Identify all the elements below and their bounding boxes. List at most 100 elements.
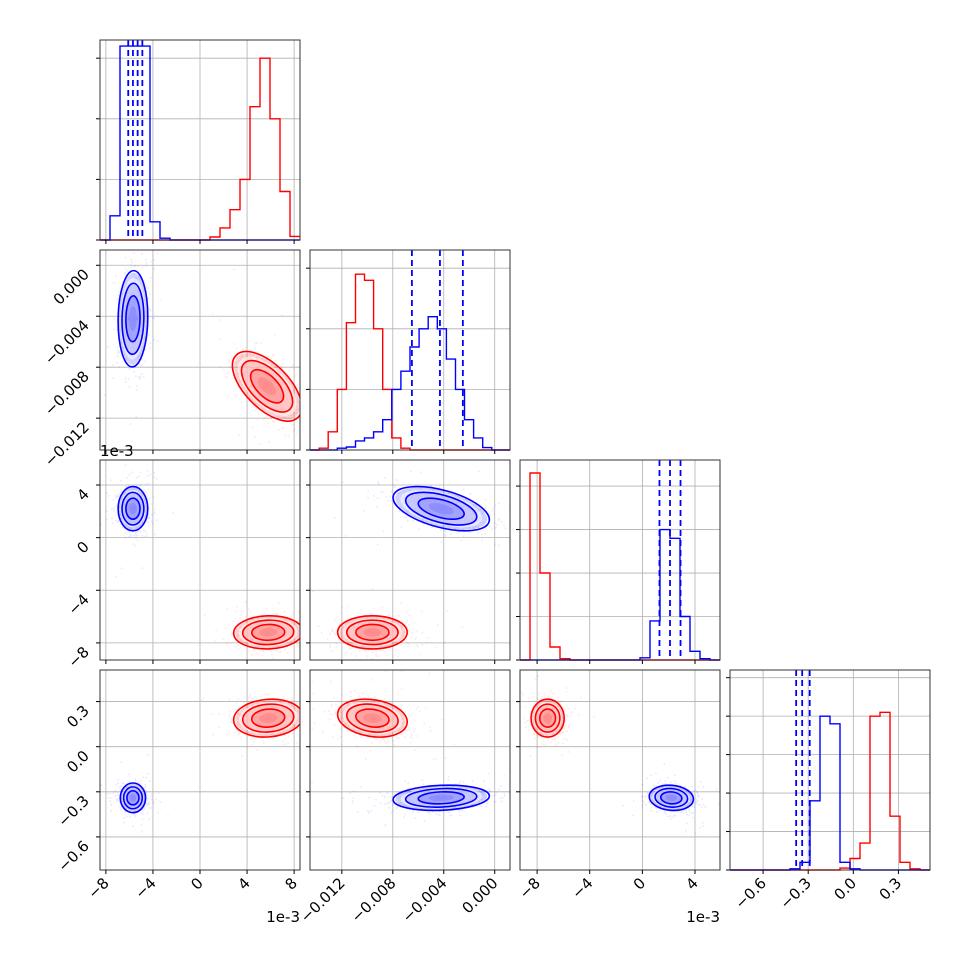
x-offset-label: 1e-3: [266, 908, 300, 926]
x-tick-label: −8: [516, 874, 544, 902]
x-tick-label: 0.3: [876, 874, 906, 904]
contour-line-red: [530, 698, 566, 738]
contour-line-red: [250, 623, 286, 642]
y-tick-label: −8: [64, 643, 92, 671]
y-tick-label: −0.012: [41, 418, 93, 470]
histogram-layer: [100, 40, 930, 871]
density-white-band-blue: [400, 787, 483, 809]
contour-line-blue: [117, 269, 149, 368]
x-tick-label: 0: [630, 874, 649, 893]
contour-line-red: [241, 703, 295, 733]
contour-line-red: [232, 698, 300, 738]
contour-line-red: [538, 708, 557, 728]
density-white-band-red: [238, 702, 298, 735]
y-tick-label: −0.004: [41, 316, 93, 368]
contour-panel: [336, 698, 491, 812]
y-tick-label: −0.008: [41, 367, 93, 419]
contour-panel: [336, 485, 491, 650]
x-tick-label: −0.6: [731, 874, 769, 912]
contour-line-blue: [122, 786, 144, 810]
density-contours-layer: [117, 269, 695, 814]
histogram-step-blue: [310, 316, 510, 451]
density-white-band-red: [533, 702, 562, 735]
contour-line-red: [250, 708, 286, 728]
contour-line-red: [345, 619, 399, 646]
scatter-points-red: [312, 588, 464, 660]
panel-frame-2d: [519, 669, 721, 871]
contour-line-blue: [392, 784, 491, 812]
contour-line-blue: [404, 491, 478, 526]
x-tick-label: −4: [131, 874, 159, 902]
contour-line-blue: [121, 491, 145, 526]
x-offset-label: 1e-3: [686, 908, 720, 926]
x-tick-label: 0.0: [831, 874, 861, 904]
panel-frames-layer: [96, 39, 931, 874]
contour-line-blue: [392, 485, 491, 532]
grid-layer: [100, 40, 930, 870]
x-tick-label: 0: [187, 874, 206, 893]
contour-line-red: [232, 614, 300, 650]
panel-frame-2d: [309, 459, 511, 661]
density-white-band-blue: [652, 787, 691, 809]
contour-line-blue: [117, 485, 149, 532]
scatter-points-red: [159, 268, 300, 450]
panel-frame-1d: [519, 459, 721, 661]
density-white-band-red: [342, 702, 402, 735]
scatter-points-layer: [100, 252, 720, 835]
y-tick-label: 4: [73, 485, 92, 504]
contour-panel: [119, 698, 300, 814]
y-tick-label: −0.6: [54, 837, 92, 875]
x-tick-label: −0.3: [777, 874, 815, 912]
tick-labels-layer: −8 −4 0 4 81e-3−0.012−0.008−0.004 0.000 −8 −4 0 4…: [41, 265, 905, 926]
x-tick-label: 4: [682, 874, 701, 893]
contour-line-blue: [417, 791, 465, 805]
y-tick-label: −0.3: [54, 792, 92, 830]
x-tick-label: −0.008: [348, 874, 400, 926]
x-tick-label: −0.004: [399, 874, 451, 926]
x-tick-label: 0.000: [458, 874, 501, 917]
contour-line-blue: [404, 787, 478, 808]
panel-frame-1d: [729, 669, 931, 871]
y-tick-label: 0.0: [63, 747, 93, 777]
density-white-band-blue: [122, 785, 144, 811]
contour-line-red: [534, 703, 561, 733]
contour-panel: [117, 485, 300, 650]
x-tick-label: −8: [84, 874, 112, 902]
density-white-band-blue: [120, 489, 146, 528]
contour-line-red: [240, 359, 294, 413]
y-tick-label: 0.3: [63, 702, 93, 732]
x-tick-label: 4: [234, 874, 253, 893]
contour-line-blue: [659, 791, 683, 805]
contour-line-blue: [126, 789, 140, 806]
contour-panel: [530, 698, 695, 812]
x-tick-label: −0.012: [297, 874, 349, 926]
density-white-band-red: [238, 618, 298, 647]
contour-line-red: [241, 619, 295, 646]
contour-line-blue: [648, 784, 695, 812]
contour-line-red: [249, 368, 285, 404]
density-white-band-red: [342, 618, 402, 647]
histogram-step-red: [730, 711, 930, 871]
contour-line-blue: [417, 497, 465, 521]
y-tick-label: 0: [73, 538, 92, 557]
y-tick-label: −4: [64, 590, 92, 618]
contour-line-red: [336, 698, 408, 738]
contour-line-blue: [119, 782, 147, 814]
scatter-panel-points: [312, 470, 510, 660]
contour-line-blue: [125, 295, 141, 343]
contour-line-red: [336, 614, 408, 650]
contour-line-red: [231, 350, 300, 422]
contour-line-red: [355, 708, 390, 728]
x-tick-label: −4: [568, 874, 596, 902]
contour-line-blue: [654, 787, 689, 808]
x-tick-label: 8: [281, 874, 300, 893]
contour-line-blue: [125, 497, 141, 521]
panel-frame-1d: [309, 249, 511, 451]
contour-line-red: [345, 703, 399, 733]
contour-line-blue: [121, 282, 145, 356]
y-tick-label: 0.000: [50, 265, 93, 308]
density-white-band-blue: [120, 277, 146, 360]
contour-line-red: [355, 623, 390, 642]
panel-frame-2d: [309, 669, 511, 871]
